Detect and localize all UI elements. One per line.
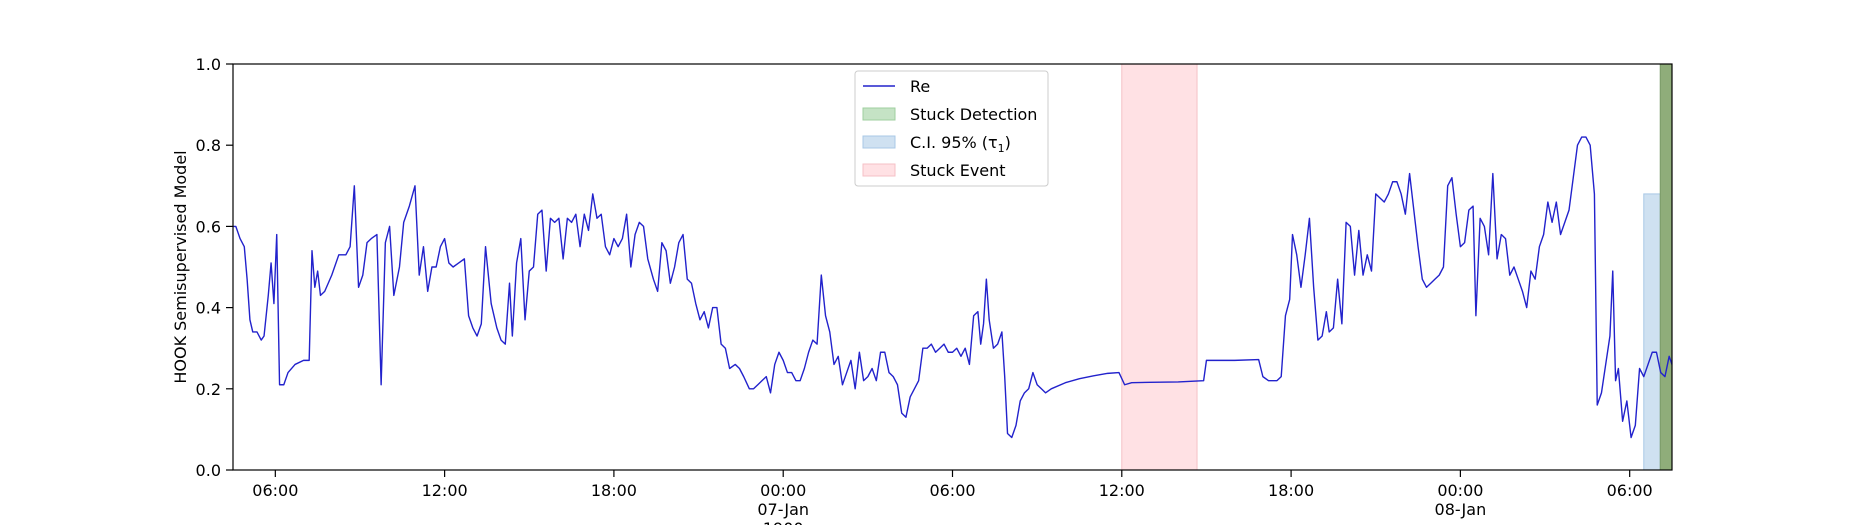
x-tick-label: 00:00 xyxy=(1437,481,1483,500)
legend: Re Stuck Detection C.I. 95% (τ1) Stuck Even… xyxy=(854,70,1049,187)
x-axis: 06:0012:0018:0000:0007-Jan190006:0012:00… xyxy=(252,470,1653,525)
legend-label-stuck-event: Stuck Event xyxy=(910,161,1006,180)
shaded-regions xyxy=(1121,63,1673,471)
legend-box xyxy=(854,70,1049,187)
x-tick-label: 06:00 xyxy=(929,481,975,500)
y-axis: 0.0 0.2 0.4 0.6 0.8 1.0 xyxy=(196,55,233,480)
x-tick-label: 12:00 xyxy=(1099,481,1145,500)
region-c-i-95 xyxy=(1643,193,1661,471)
legend-swatch-c-i-95 xyxy=(862,135,896,149)
series-lines xyxy=(233,136,1672,439)
series-line-re xyxy=(233,136,1672,439)
legend-swatch-stuck-event xyxy=(862,163,896,177)
legend-swatch-stuck-detection xyxy=(862,107,896,121)
x-tick-label: 18:00 xyxy=(591,481,637,500)
x-tick-label: 12:00 xyxy=(422,481,468,500)
region-stuck-detection xyxy=(1659,63,1673,471)
legend-label-re: Re xyxy=(910,77,930,96)
y-tick-label: 1.0 xyxy=(196,55,221,74)
x-tick-label: 06:00 xyxy=(252,481,298,500)
y-tick-label: 0.6 xyxy=(196,217,221,236)
x-tick-label: 18:00 xyxy=(1268,481,1314,500)
x-tick-date-label: 08-Jan xyxy=(1435,500,1487,519)
legend-label-c-i-95: C.I. 95% (τ1) xyxy=(910,133,1011,155)
y-tick-label: 0.8 xyxy=(196,136,221,155)
y-tick-label: 0.2 xyxy=(196,380,221,399)
region-stuck-event xyxy=(1121,63,1198,471)
x-tick-year-label: 1900 xyxy=(763,519,804,525)
y-axis-title: HOOK Semisupervised Model xyxy=(171,150,190,383)
y-tick-label: 0.0 xyxy=(196,461,221,480)
legend-label-stuck-detection: Stuck Detection xyxy=(910,105,1037,124)
x-tick-label: 00:00 xyxy=(760,481,806,500)
x-tick-date-label: 07-Jan xyxy=(757,500,809,519)
y-tick-label: 0.4 xyxy=(196,299,221,318)
x-tick-label: 06:00 xyxy=(1607,481,1653,500)
